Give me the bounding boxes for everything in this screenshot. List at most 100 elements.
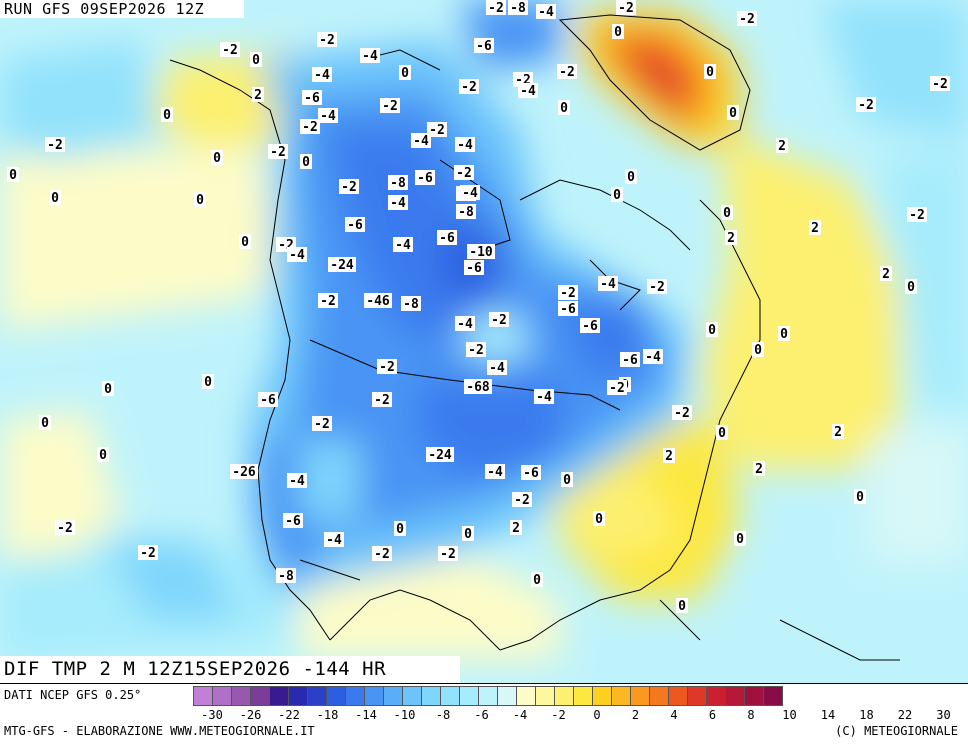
legend-tick: -22 [278, 708, 300, 722]
svg-text:-2: -2 [382, 99, 398, 114]
legend-swatch [440, 686, 460, 706]
legend-tick: 22 [897, 708, 913, 722]
svg-text:0: 0 [718, 426, 726, 441]
legend-swatch [250, 686, 270, 706]
svg-text:2: 2 [834, 425, 842, 440]
svg-text:-4: -4 [390, 196, 406, 211]
contour-label: 0 [161, 107, 173, 123]
svg-text:-2: -2 [140, 546, 156, 561]
svg-text:-6: -6 [439, 231, 455, 246]
contour-label: -4 [287, 473, 307, 489]
contour-label: 0 [97, 447, 109, 463]
contour-label: 0 [704, 64, 716, 80]
contour-label: -2 [339, 179, 359, 195]
contour-label: 0 [394, 521, 406, 537]
legend-swatch [668, 686, 688, 706]
contour-label: 2 [809, 220, 821, 236]
legend-tick: -26 [239, 708, 262, 722]
contour-label: 0 [462, 526, 474, 542]
svg-text:-8: -8 [278, 569, 294, 584]
contour-label: -2 [427, 122, 447, 138]
svg-text:-6: -6 [582, 319, 598, 334]
credit-right: (C) METEOGIORNALE [835, 724, 958, 738]
legend-swatch [630, 686, 650, 706]
svg-text:-2: -2 [57, 521, 73, 536]
legend-swatch [687, 686, 707, 706]
anomaly-field [0, 0, 968, 660]
contour-label: -8 [401, 296, 421, 312]
contour-label: -4 [455, 316, 475, 332]
contour-label: -2 [930, 76, 950, 92]
contour-label: -46 [364, 293, 392, 309]
svg-text:0: 0 [595, 512, 603, 527]
svg-text:0: 0 [754, 343, 762, 358]
legend-swatch [554, 686, 574, 706]
contour-label: -2 [317, 32, 337, 48]
contour-label: -4 [534, 389, 554, 405]
svg-text:-6: -6 [417, 171, 433, 186]
contour-label: -2 [856, 97, 876, 113]
contour-label: 0 [905, 279, 917, 295]
legend-tick: -18 [316, 708, 339, 722]
legend-tick: 14 [820, 708, 836, 722]
contour-label: -6 [283, 513, 303, 529]
contour-label: -2 [672, 405, 692, 421]
contour-label: 0 [611, 187, 623, 203]
svg-text:-2: -2 [909, 208, 925, 223]
contour-label: -2 [318, 293, 338, 309]
svg-text:-24: -24 [428, 448, 452, 463]
contour-label: 2 [510, 520, 522, 536]
contour-label: 0 [211, 150, 223, 166]
contour-label: 0 [593, 511, 605, 527]
legend-tick: 18 [859, 708, 874, 722]
svg-text:-6: -6 [260, 393, 276, 408]
svg-text:-2: -2 [429, 123, 445, 138]
svg-text:-6: -6 [622, 353, 638, 368]
svg-text:-6: -6 [523, 466, 539, 481]
contour-label: 0 [752, 342, 764, 358]
contour-label: -2 [512, 492, 532, 508]
svg-text:2: 2 [665, 449, 673, 464]
svg-text:-4: -4 [645, 350, 661, 365]
credit-left: MTG-GFS - ELABORAZIONE WWW.METEOGIORNALE… [4, 724, 315, 738]
legend-swatch [421, 686, 441, 706]
contour-label: 0 [727, 105, 739, 121]
contour-label: 0 [39, 415, 51, 431]
contour-label: -6 [258, 392, 278, 408]
svg-text:0: 0 [729, 106, 737, 121]
contour-label: -8 [388, 175, 408, 191]
contour-label: -6 [580, 318, 600, 334]
contour-label: -2 [372, 392, 392, 408]
legend-swatch [725, 686, 745, 706]
legend-ticks: -30 -26 -22 -18 -14 -10 -8 -6 -4 -2 0 2 4 6 8 10 14 18 22 3… [193, 708, 968, 724]
svg-text:-46: -46 [366, 294, 390, 309]
svg-text:-2: -2 [374, 547, 390, 562]
svg-text:-2: -2 [341, 180, 357, 195]
contour-label: -2 [489, 312, 509, 328]
svg-text:-2: -2 [560, 286, 576, 301]
svg-text:-4: -4 [320, 109, 336, 124]
svg-text:0: 0 [627, 170, 635, 185]
contour-label: -4 [536, 4, 556, 20]
svg-text:-8: -8 [510, 1, 526, 16]
legend-swatch [326, 686, 346, 706]
legend-tick: -8 [435, 708, 451, 722]
svg-text:0: 0 [241, 235, 249, 250]
svg-text:-4: -4 [457, 317, 473, 332]
contour-label: 0 [721, 205, 733, 221]
contour-label: 0 [194, 192, 206, 208]
contour-label: 2 [252, 87, 264, 103]
legend-tick: -30 [201, 708, 223, 722]
svg-text:-8: -8 [458, 205, 474, 220]
svg-text:0: 0 [708, 323, 716, 338]
legend-swatch [269, 686, 289, 706]
svg-text:-2: -2 [514, 493, 530, 508]
contour-label: 0 [102, 381, 114, 397]
svg-text:-2: -2 [559, 65, 575, 80]
legend-tick: -4 [512, 708, 528, 722]
svg-text:-6: -6 [304, 91, 320, 106]
contour-label: 2 [880, 266, 892, 282]
legend-swatch [478, 686, 498, 706]
legend-swatch [402, 686, 422, 706]
svg-text:-6: -6 [476, 39, 492, 54]
